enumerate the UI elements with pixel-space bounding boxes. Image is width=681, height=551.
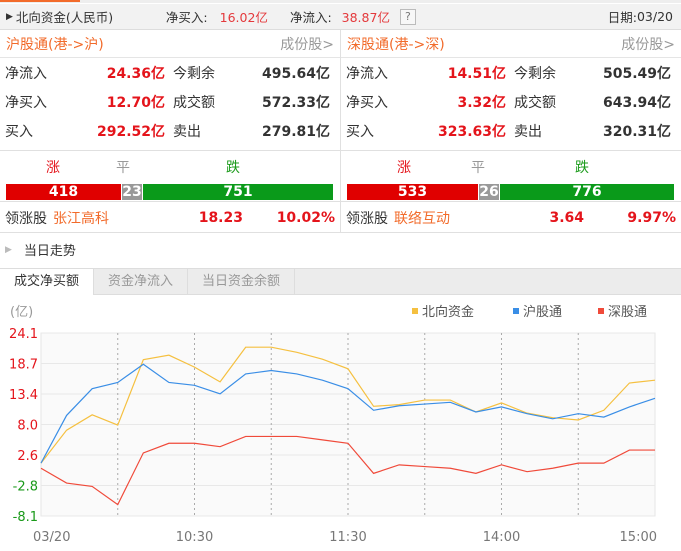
shen-panel: 深股通(港->深) 成份股> 净流入 14.51亿 今剩余 505.49亿 净买入 3.3… [341,30,681,145]
y-tick-label: -8.1 [13,510,38,525]
down-count-bar: 751 [143,184,333,200]
legend-swatch [412,308,418,314]
help-button[interactable]: ? [399,8,416,25]
tab-net-buy[interactable]: 成交净买额 [0,269,95,295]
stat-label: 成交额 [514,94,556,111]
net-buy-label: 净买入: [165,10,208,25]
divider [340,30,341,233]
stat-label: 今剩余 [514,65,556,82]
stat-value: 3.32亿 [457,94,506,111]
flat-label: 平 [116,160,130,176]
stat-label: 净买入 [346,94,388,111]
shen-breadth: 涨 平 跌 533 26 776 [341,150,681,202]
date-label: 日期: [607,10,637,25]
x-tick-label: 11:30 [329,530,366,545]
stat-label: 成交额 [173,94,215,111]
lead-label: 领涨股 [5,210,47,227]
y-tick-label: 2.6 [17,449,38,464]
hu-breadth: 涨 平 跌 418 23 751 [0,150,340,202]
y-tick-label: 13.4 [9,388,38,403]
stat-value: 495.64亿 [261,65,330,82]
legend-label: 深股通 [608,305,647,320]
legend-swatch [598,308,604,314]
net-buy-value: 16.02亿 [219,10,268,25]
trend-title: 当日走势 [23,244,76,259]
summary-header: ▶ 北向资金(人民币) 净买入: 16.02亿 净流入: 38.87亿 ? 日期… [0,4,681,30]
stat-value: 14.51亿 [447,65,506,82]
up-label: 涨 [397,160,411,176]
stat-value: 279.81亿 [261,123,330,140]
hu-panel: 沪股通(港->沪) 成份股> 净流入 24.36亿 今剩余 495.64亿 净买入 12.… [0,30,340,145]
legend-label: 北向资金 [422,304,474,320]
stat-value: 12.70亿 [106,94,165,111]
top-tab-indicator [0,0,681,3]
header-title[interactable]: 北向资金(人民币) [15,10,114,25]
stat-value: 323.63亿 [437,123,506,140]
x-tick-label: 14:00 [483,530,520,545]
down-count-bar: 776 [500,184,674,200]
lead-stock-name[interactable]: 张江高科 [53,210,109,227]
stat-label: 今剩余 [173,65,215,82]
series-line-北向资金 [40,346,656,464]
legend-label: 沪股通 [523,304,562,320]
lead-stock-change: 10.02% [276,209,335,226]
tab-balance[interactable]: 当日资金余额 [188,269,296,295]
net-flow-value: 38.87亿 [341,10,390,25]
y-tick-label: 18.7 [9,358,38,373]
stat-value: 505.49亿 [602,65,671,82]
down-label: 跌 [575,160,589,176]
flat-count-bar: 26 [479,184,499,200]
lead-label: 领涨股 [346,210,388,227]
trend-section-toggle[interactable]: ▶ 当日走势 [5,240,76,259]
constituents-link[interactable]: 成份股> [621,36,675,53]
expand-triangle-icon[interactable]: ▶ [6,11,13,22]
y-tick-label: 8.0 [17,419,38,434]
stat-value: 292.52亿 [96,123,165,140]
stat-value: 572.33亿 [261,94,330,111]
series-line-深股通 [40,435,655,506]
stat-label: 买入 [346,123,374,140]
x-tick-label: 10:30 [176,530,213,545]
stat-label: 卖出 [173,123,201,140]
lead-stock-name[interactable]: 联络互动 [394,210,450,227]
panel-title: 沪股通(港->沪) [6,36,104,53]
x-tick-label: 15:00 [620,530,657,545]
y-tick-label: -2.8 [13,480,38,495]
up-label: 涨 [46,160,60,176]
leading-stock-row[interactable]: 领涨股 联络互动 3.64 9.97% [341,203,681,233]
series-line-沪股通 [40,363,656,464]
net-flow-label: 净流入: [289,10,332,25]
flat-count-bar: 23 [122,184,142,200]
stat-value: 643.94亿 [602,94,671,111]
date-value: 03/20 [636,9,673,24]
panel-title: 深股通(港->深) [347,36,445,53]
lead-stock-price: 18.23 [198,209,243,226]
leading-stock-row[interactable]: 领涨股 张江高科 18.23 10.02% [0,203,340,233]
y-tick-label: 24.1 [9,327,38,342]
up-count-bar: 418 [6,184,121,200]
stat-label: 卖出 [514,123,542,140]
legend-swatch [513,308,519,314]
tab-net-flow[interactable]: 资金净流入 [94,269,189,295]
lead-stock-change: 9.97% [627,209,676,226]
chart-tabs: 成交净买额 资金净流入 当日资金余额 [0,268,681,295]
down-label: 跌 [226,160,240,176]
up-count-bar: 533 [347,184,478,200]
collapse-triangle-icon: ▶ [5,244,12,255]
x-tick-label: 03/20 [33,530,70,545]
unit-label: (亿) [10,305,33,320]
stat-value: 24.36亿 [106,65,165,82]
stat-label: 净流入 [5,65,47,82]
stat-label: 买入 [5,123,33,140]
stat-label: 净买入 [5,94,47,111]
flat-label: 平 [471,160,485,176]
stat-label: 净流入 [346,65,388,82]
constituents-link[interactable]: 成份股> [280,36,334,53]
intraday-chart: (亿) 24.1 18.7 13.4 8.0 2.6 -2.8 -8.1 03/20 10:30 1… [9,304,657,545]
lead-stock-price: 3.64 [549,209,584,226]
stat-value: 320.31亿 [602,123,671,140]
